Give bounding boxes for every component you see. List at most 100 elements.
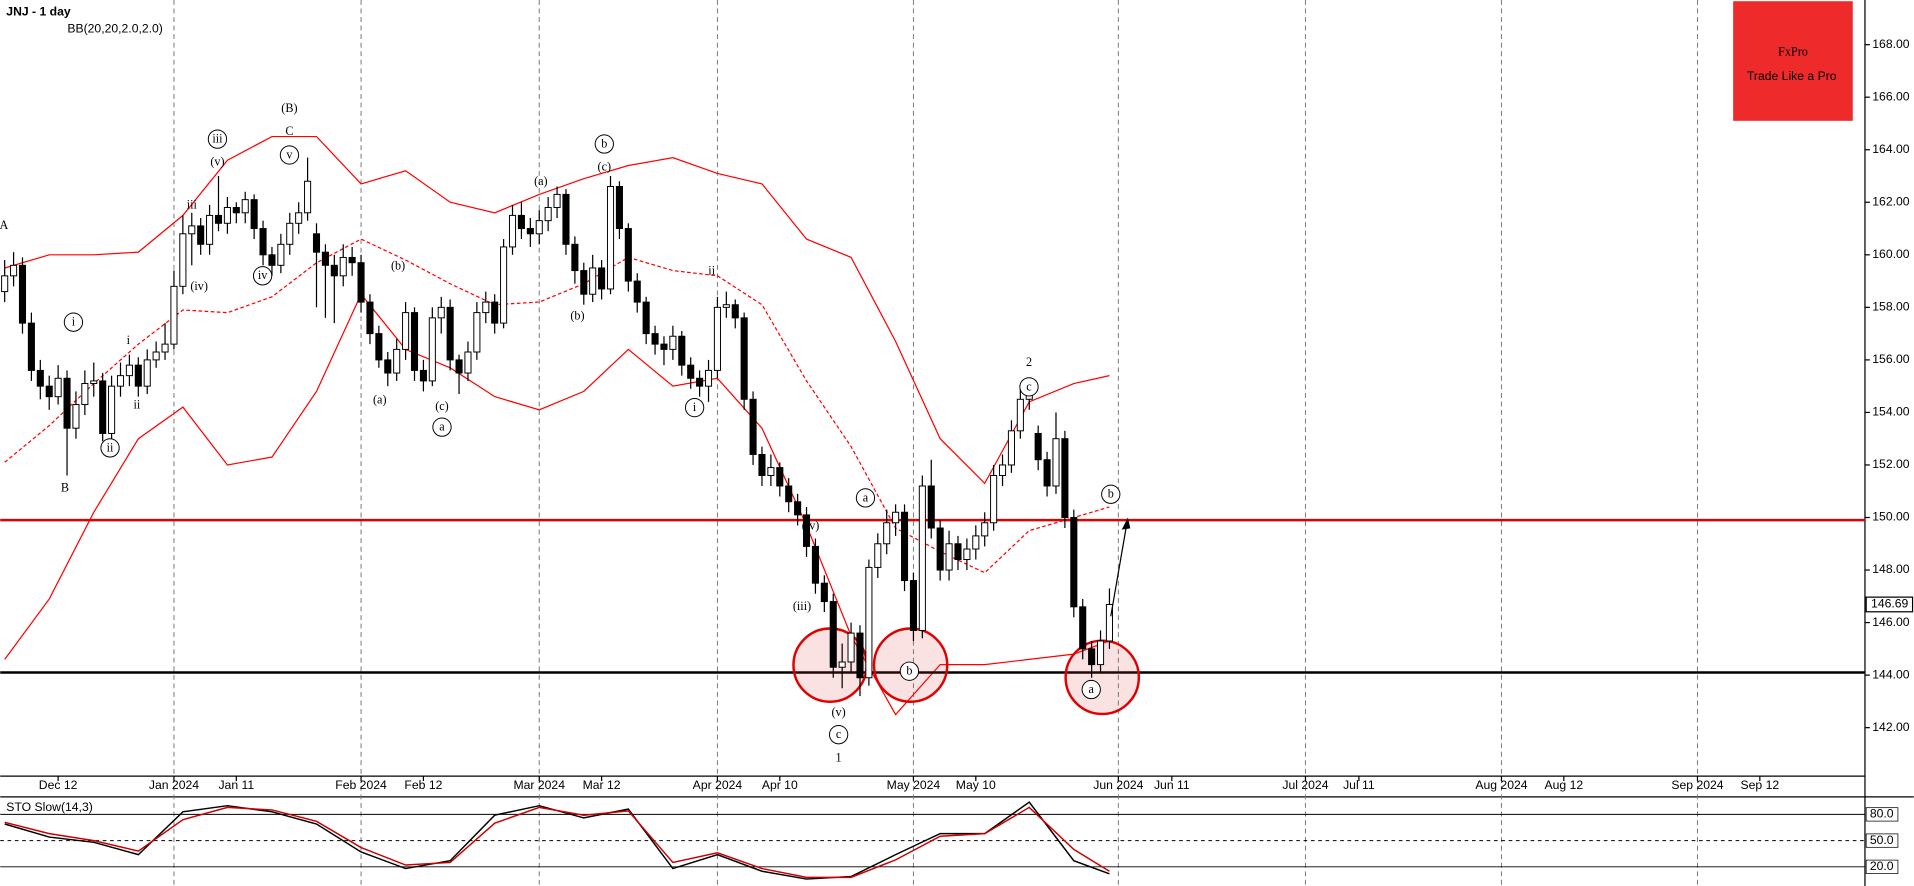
candle-body	[544, 207, 552, 222]
candle-body	[856, 632, 864, 679]
wave-label: (v)	[832, 705, 846, 719]
candle-body	[366, 301, 374, 335]
candle-body	[874, 543, 882, 568]
candle-body	[606, 186, 615, 290]
wave-label: (iii)	[793, 599, 811, 613]
candle-body	[36, 369, 44, 387]
candle-body	[393, 348, 401, 374]
y-tick-label: 164.00	[1872, 142, 1909, 156]
y-tick-label: 168.00	[1872, 37, 1909, 51]
candle-body	[963, 548, 971, 561]
candle-body	[883, 522, 891, 545]
wave-label: i	[72, 315, 76, 329]
wave-circle	[1019, 377, 1039, 397]
x-tick-label: Dec 12	[39, 778, 78, 792]
candle-body	[179, 233, 187, 287]
oscillator-tick-label: 20.0	[1870, 859, 1894, 873]
candle-body	[713, 306, 721, 371]
wave-label: (B)	[281, 101, 297, 115]
x-tick-label: May 2024	[887, 778, 941, 792]
wave-circle	[279, 145, 300, 165]
x-tick-label: Feb 2024	[335, 778, 387, 792]
wave-label: c	[1026, 379, 1032, 393]
candle-body	[63, 377, 71, 429]
candle-body	[437, 306, 445, 319]
y-tick-label: 160.00	[1872, 247, 1909, 261]
wave-label: C	[285, 124, 293, 138]
logo-subtitle: Trade Like a Pro	[1747, 69, 1837, 83]
oscillator-tick-box	[1865, 807, 1899, 822]
wave-label: (c)	[435, 399, 449, 413]
candle-body	[384, 359, 392, 374]
candle-body	[624, 228, 632, 282]
candle-body	[981, 522, 989, 537]
candle-body	[214, 214, 223, 224]
candle-body	[927, 485, 935, 529]
wave-label: a	[439, 420, 445, 434]
candle-body	[936, 527, 944, 571]
candle-body	[99, 380, 107, 434]
candle-body	[651, 333, 659, 345]
candle-body	[598, 267, 606, 290]
logo-title: FxPro	[1778, 44, 1808, 58]
arrow-head	[1121, 517, 1131, 530]
candle-body	[125, 364, 133, 377]
x-tick-label: Jun 11	[1154, 778, 1190, 792]
candle-body	[170, 285, 178, 345]
wave-circle	[1081, 679, 1101, 700]
candle-body	[375, 333, 383, 361]
y-tick-label: 144.00	[1872, 667, 1909, 681]
oscillator-tick-box	[1865, 859, 1899, 874]
candle-body	[1088, 648, 1096, 666]
x-tick-label: Jan 11	[218, 778, 254, 792]
x-tick-label: Mar 2024	[513, 778, 565, 792]
candle-body	[945, 543, 953, 571]
candle-body	[116, 375, 125, 387]
candle-body	[455, 359, 463, 374]
candle-body	[446, 306, 454, 361]
candle-body	[18, 264, 27, 324]
candle-body	[152, 351, 160, 361]
candle-body	[767, 467, 775, 476]
candle-body	[642, 301, 650, 335]
candle-body	[802, 514, 811, 547]
candle-body	[81, 383, 89, 406]
candle-body	[998, 464, 1007, 476]
wave-label: (b)	[570, 308, 584, 322]
last-price-label: 146.69	[1871, 597, 1908, 611]
oscillator-title: STO Slow(14,3)	[6, 800, 92, 814]
candle-body	[54, 377, 62, 398]
x-tick-label: Jul 2024	[1282, 778, 1328, 792]
candle-body	[660, 343, 668, 350]
candle-body	[1096, 640, 1105, 666]
oscillator-tick-box	[1865, 833, 1899, 848]
candle-body	[758, 453, 766, 476]
candle-body	[250, 199, 258, 230]
x-tick-label: Mar 12	[583, 778, 621, 792]
candle-body	[1016, 398, 1024, 432]
candle-body	[535, 220, 543, 235]
candle-body	[72, 404, 80, 429]
candle-body	[892, 511, 900, 524]
wave-circle	[855, 488, 876, 508]
chart-title: JNJ - 1 day	[6, 4, 71, 18]
x-tick-label: Sep 12	[1741, 778, 1780, 792]
wave-circle	[828, 725, 849, 745]
candle-body	[206, 214, 214, 245]
x-tick-label: Apr 10	[762, 778, 798, 792]
candle-body	[580, 270, 588, 295]
candle-body	[45, 385, 53, 398]
candle-body	[321, 251, 329, 266]
candle-body	[1007, 430, 1015, 466]
wave-circle	[252, 266, 273, 286]
y-tick-label: 166.00	[1872, 89, 1909, 103]
wave-label: iii	[187, 197, 198, 211]
candle-body	[838, 661, 846, 668]
candle-body	[161, 343, 169, 353]
candle-body	[1061, 438, 1069, 518]
wave-label: (a)	[373, 393, 387, 407]
candle-body	[669, 335, 677, 350]
candle-body	[241, 199, 249, 214]
wave-label: (iv)	[802, 518, 820, 532]
